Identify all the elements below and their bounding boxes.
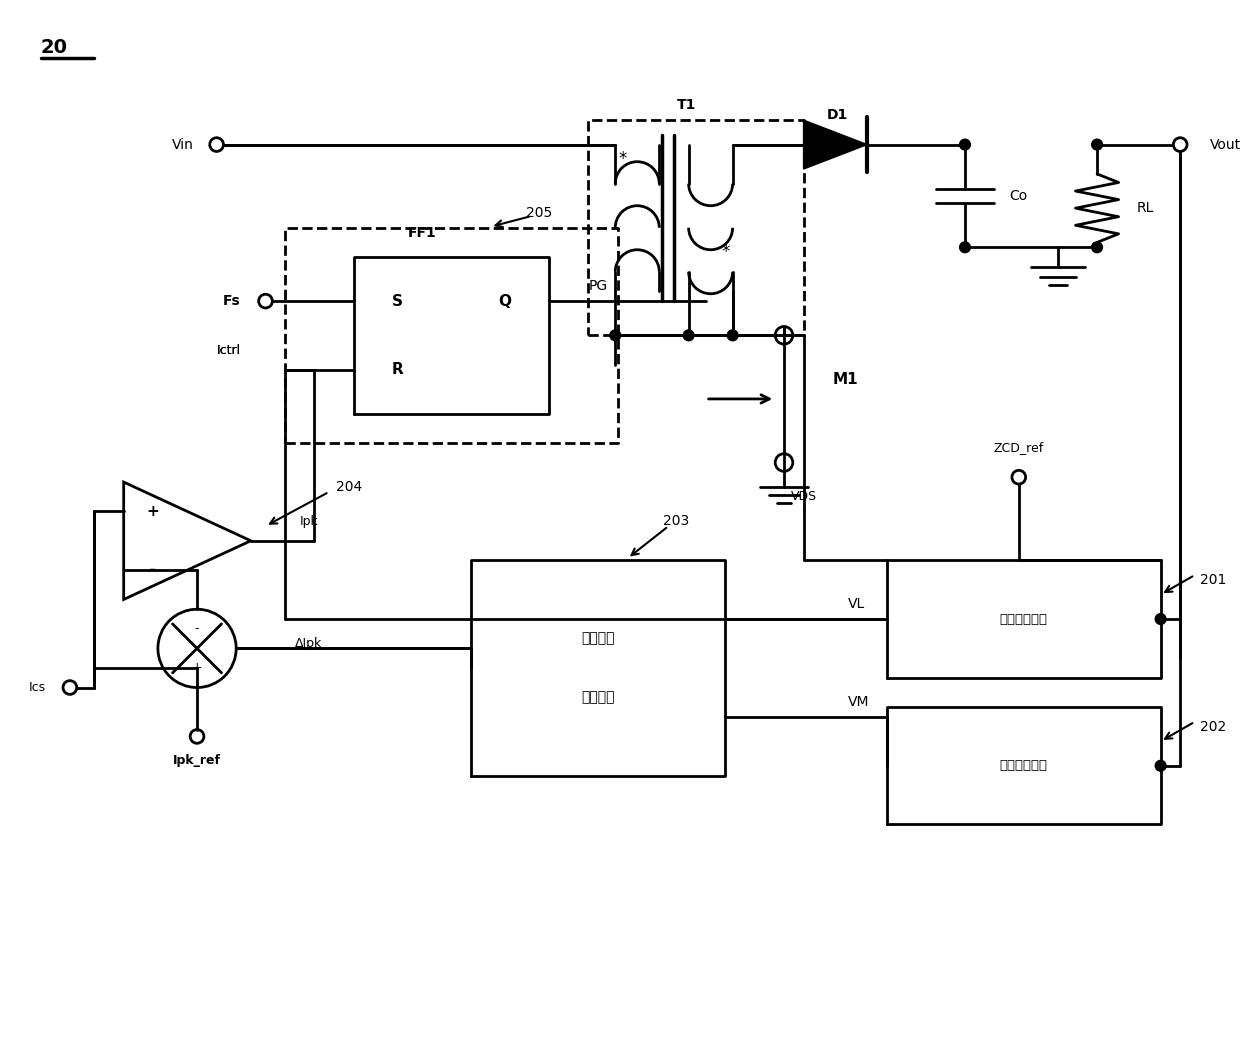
Text: VM: VM [848, 695, 869, 709]
Text: VDS: VDS [791, 490, 817, 503]
Text: RL: RL [1136, 202, 1153, 215]
Text: Q: Q [498, 294, 512, 309]
Text: Ictrl: Ictrl [217, 344, 241, 356]
Circle shape [960, 139, 971, 150]
Text: Vin: Vin [171, 138, 193, 152]
Text: 峰値信号: 峰値信号 [582, 631, 615, 645]
Text: ΔIpk: ΔIpk [295, 637, 322, 650]
Text: 202: 202 [1200, 719, 1226, 733]
Circle shape [1156, 613, 1166, 625]
Circle shape [1091, 242, 1102, 253]
Text: *: * [722, 243, 729, 261]
Circle shape [683, 330, 694, 341]
Text: Ipk_ref: Ipk_ref [174, 754, 221, 767]
Text: Vout: Vout [1209, 138, 1240, 152]
Text: 204: 204 [336, 480, 362, 494]
Text: 203: 203 [663, 515, 689, 528]
Text: 模式检测电路: 模式检测电路 [999, 760, 1048, 772]
Text: Ics: Ics [29, 681, 46, 694]
Text: 20: 20 [41, 37, 67, 56]
Text: M1: M1 [833, 371, 858, 387]
Circle shape [728, 330, 738, 341]
Text: S: S [392, 294, 403, 309]
Text: Ictrl: Ictrl [217, 344, 241, 356]
Text: FF1: FF1 [408, 226, 436, 240]
Text: T1: T1 [677, 99, 696, 112]
Text: VL: VL [848, 597, 864, 611]
Text: Ipk: Ipk [300, 515, 319, 527]
Text: Fs: Fs [222, 294, 241, 308]
Text: 201: 201 [1200, 573, 1226, 587]
Text: D1: D1 [827, 108, 848, 122]
Circle shape [960, 242, 971, 253]
Polygon shape [804, 120, 867, 169]
Text: *: * [619, 151, 626, 169]
Text: +: + [146, 504, 160, 519]
Text: 调整电路: 调整电路 [582, 691, 615, 705]
Text: R: R [392, 362, 403, 377]
Text: 谷底检测电路: 谷底检测电路 [999, 612, 1048, 626]
Text: +: + [192, 661, 202, 675]
Text: PG: PG [588, 279, 608, 294]
Circle shape [1156, 761, 1166, 771]
Circle shape [610, 330, 621, 341]
Circle shape [1091, 139, 1102, 150]
Text: -: - [195, 623, 200, 636]
Text: ZCD_ref: ZCD_ref [993, 441, 1044, 454]
Text: 205: 205 [526, 206, 553, 220]
Text: -: - [149, 561, 156, 579]
Text: Co: Co [1009, 190, 1027, 204]
